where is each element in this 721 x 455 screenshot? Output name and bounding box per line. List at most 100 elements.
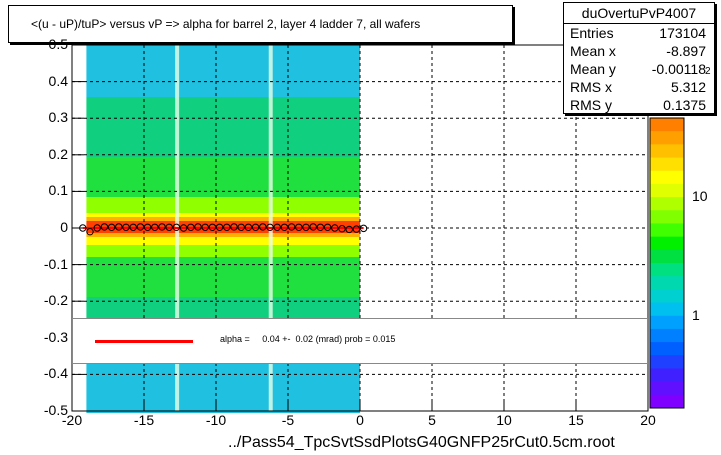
profile-point [280,223,289,231]
stats-row: Mean y -0.00118 [564,60,714,78]
profile-point [295,223,303,231]
heatmap-cell [86,125,361,129]
colorbar-segment [650,144,684,159]
stats-label: Entries [570,25,614,41]
colorbar-segment [650,157,684,172]
heatmap-cell [86,257,361,261]
heatmap-cell [86,193,361,197]
heatmap-cell [86,201,361,205]
profile-point [251,223,260,231]
heatmap-cell [86,209,361,213]
heatmap-cell [86,297,361,301]
heatmap-cell [86,109,361,113]
stats-value: 173104 [659,25,706,41]
heatmap-cell [86,113,361,117]
profile-point [352,225,361,233]
profile-point [208,223,217,231]
x-tick-label: -15 [133,412,155,428]
profile-point [266,223,274,231]
colorbar-segment [650,289,684,304]
colorbar-segment [650,276,684,290]
heatmap-cell [86,389,361,393]
profile-point [194,223,202,231]
heatmap-cell [86,205,361,209]
heatmap-cell [86,101,361,105]
profile-point [93,224,101,232]
heatmap-cell [86,305,361,309]
profile-point [259,223,267,231]
heatmap-cell [86,313,361,317]
heatmap-cell [86,229,361,233]
heatmap-cell [86,369,361,373]
heatmap-cell [86,293,361,297]
colorbar-segment [650,223,684,238]
heatmap-cell [86,289,361,293]
colorbar-segment [650,355,684,369]
colorbar-frame [649,117,685,409]
heatmap-cell [86,285,361,289]
colorbar-segment [650,368,684,383]
profile-point [100,223,109,231]
profile-point [79,224,87,232]
profile-point [158,223,166,231]
colorbar-segment [650,131,684,145]
heatmap-cell [86,45,361,49]
profile-point [165,223,173,231]
y-tick-label: 0.3 [48,109,68,126]
heatmap-cell [86,129,361,133]
heatmap-cell [86,373,361,377]
stats-value: 0.1375 [663,97,706,113]
heatmap-cell [86,57,361,61]
heatmap-cell [86,177,361,181]
heatmap-cell [86,397,361,401]
heatmap-cell [86,133,361,137]
heatmap-cell [86,265,361,269]
heatmap-cell [86,405,361,409]
legend-line-swatch [95,340,193,343]
heatmap-cell [86,261,361,265]
colorbar-segment [650,236,684,251]
x-tick-label: 0 [356,412,364,428]
heatmap-cell [86,137,361,141]
stats-box: duOvertuPvP4007 Entries 173104 Mean x -8… [563,2,715,114]
profile-point [287,223,296,231]
y-tick-label: 0.5 [48,36,68,52]
x-tick-label: -10 [205,412,227,428]
colorbar-segment [650,197,684,211]
colorbar-segment [650,328,684,343]
heatmap-cell [86,253,361,257]
heatmap-cell [86,241,361,245]
heatmap-cell [86,105,361,109]
x-axis-label: ../Pass54_TpcSvtSsdPlotsG40GNFP25rCut0.5… [228,434,615,451]
heatmap-cell [86,385,361,389]
colorbar-segment [650,210,684,224]
heatmap-cell [86,377,361,381]
y-tick-label: 0 [60,219,68,235]
y-tick-label: -0.2 [43,292,68,309]
profile-point [223,223,231,231]
colorbar-segment [650,118,684,132]
heatmap-cell [86,165,361,169]
profile-point [115,223,123,231]
heatmap-cell [86,157,361,161]
heatmap-cell [86,53,361,57]
profile-point [244,223,253,231]
profile-point [345,225,353,234]
legend-text: alpha = 0.04 +- 0.02 (mrad) prob = 0.015 [220,334,396,344]
profile-point [323,223,332,231]
heatmap-cell [86,81,361,85]
profile-point [273,223,281,231]
heatmap-cell [86,69,361,73]
stats-label: RMS y [570,97,612,113]
stats-label: RMS x [570,79,612,95]
colorbar-exponent: 2 [705,66,711,77]
profile-point [151,223,159,231]
heatmap-cell [86,173,361,177]
x-tick-label: 15 [568,412,584,428]
heatmap-cell [86,65,361,69]
heatmap-cell [86,141,361,145]
profile-point [86,227,94,236]
heatmap-cell [86,273,361,277]
colorbar-segment [650,170,684,185]
